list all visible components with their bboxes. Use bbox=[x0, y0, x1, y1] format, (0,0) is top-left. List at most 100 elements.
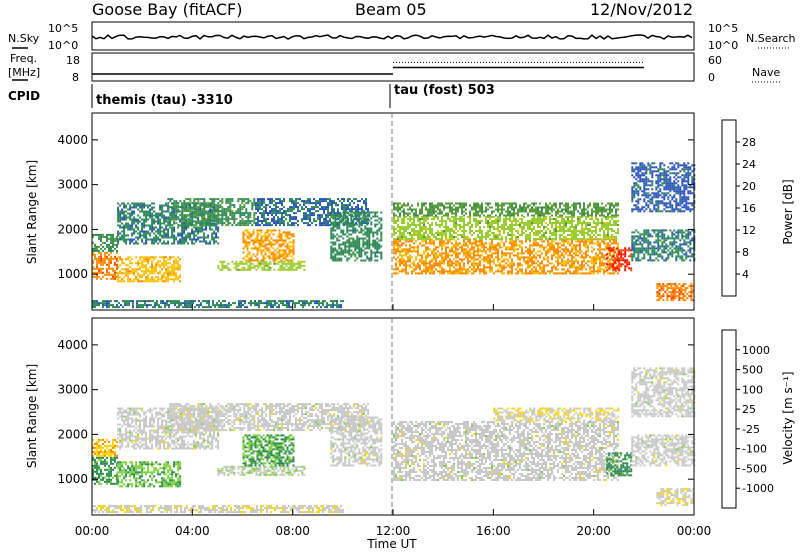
data-cell bbox=[159, 256, 162, 259]
data-cell bbox=[185, 206, 188, 209]
data-cell bbox=[376, 251, 379, 254]
data-cell bbox=[515, 254, 517, 257]
data-cell bbox=[525, 260, 527, 263]
data-cell bbox=[511, 244, 513, 247]
data-cell bbox=[349, 204, 351, 207]
data-cell bbox=[334, 223, 337, 226]
data-cell bbox=[110, 267, 112, 270]
data-cell bbox=[431, 224, 433, 226]
data-cell bbox=[611, 242, 613, 245]
data-cell bbox=[167, 240, 170, 243]
data-cell bbox=[189, 204, 192, 207]
data-cell bbox=[267, 262, 270, 265]
data-cell bbox=[601, 268, 603, 271]
data-cell bbox=[233, 206, 236, 209]
data-cell bbox=[268, 257, 271, 260]
data-cell bbox=[378, 227, 381, 230]
data-cell bbox=[348, 225, 351, 228]
data-cell bbox=[307, 198, 309, 201]
data-cell bbox=[399, 260, 401, 263]
data-cell bbox=[601, 238, 603, 241]
data-cell bbox=[531, 222, 533, 224]
data-cell bbox=[405, 268, 407, 271]
data-cell bbox=[372, 241, 375, 244]
data-cell bbox=[183, 226, 186, 229]
data-cell bbox=[429, 260, 431, 263]
data-cell bbox=[203, 200, 206, 203]
data-cell bbox=[575, 226, 577, 228]
data-cell bbox=[102, 267, 104, 270]
data-cell bbox=[133, 212, 136, 215]
data-cell bbox=[181, 226, 184, 229]
data-cell bbox=[299, 260, 302, 263]
data-cell bbox=[573, 272, 575, 275]
data-cell bbox=[589, 272, 591, 275]
data-cell bbox=[541, 246, 543, 249]
data-cell bbox=[288, 249, 291, 252]
data-cell bbox=[539, 266, 541, 269]
data-cell bbox=[613, 272, 615, 275]
data-cell bbox=[147, 218, 150, 221]
data-cell bbox=[127, 258, 130, 261]
data-cell bbox=[157, 262, 160, 265]
data-cell bbox=[591, 236, 593, 238]
data-cell bbox=[525, 238, 527, 240]
data-cell bbox=[303, 208, 305, 211]
data-cell bbox=[344, 215, 347, 218]
data-cell bbox=[443, 206, 445, 209]
data-cell bbox=[481, 270, 483, 273]
data-cell bbox=[433, 264, 435, 267]
data-cell bbox=[151, 260, 154, 263]
data-cell bbox=[100, 255, 102, 258]
data-cell bbox=[443, 226, 445, 228]
data-cell bbox=[581, 254, 583, 257]
data-cell bbox=[187, 202, 190, 205]
data-cell bbox=[167, 216, 170, 219]
data-cell bbox=[403, 264, 405, 267]
data-cell bbox=[249, 268, 252, 271]
data-cell bbox=[116, 265, 118, 268]
data-cell bbox=[286, 255, 289, 258]
data-cell bbox=[603, 222, 605, 224]
data-cell bbox=[116, 249, 118, 252]
data-cell bbox=[281, 264, 284, 267]
data-cell bbox=[343, 208, 345, 211]
data-cell bbox=[423, 218, 425, 220]
data-cell bbox=[395, 240, 397, 243]
data-cell bbox=[354, 245, 357, 248]
data-cell bbox=[173, 264, 176, 267]
data-cell bbox=[437, 212, 439, 215]
data-cell bbox=[271, 214, 273, 217]
data-cell bbox=[411, 208, 413, 211]
data-cell bbox=[183, 216, 186, 219]
data-cell bbox=[497, 222, 499, 224]
data-cell bbox=[417, 230, 419, 232]
data-cell bbox=[445, 230, 447, 232]
data-cell bbox=[427, 242, 429, 245]
data-cell bbox=[313, 208, 315, 211]
data-cell bbox=[221, 266, 224, 269]
data-cell bbox=[185, 234, 188, 237]
data-cell bbox=[203, 220, 206, 223]
data-cell bbox=[557, 230, 559, 232]
data-cell bbox=[259, 206, 261, 209]
data-cell bbox=[173, 242, 176, 245]
data-cell bbox=[151, 238, 154, 241]
data-cell bbox=[541, 260, 543, 263]
data-cell bbox=[261, 216, 263, 219]
data-cell bbox=[104, 257, 106, 260]
data-cell bbox=[257, 260, 260, 263]
data-cell bbox=[411, 256, 413, 259]
data-cell bbox=[366, 221, 369, 224]
data-cell bbox=[98, 235, 100, 238]
data-cell bbox=[280, 253, 283, 256]
data-cell bbox=[589, 242, 591, 245]
data-cell bbox=[393, 218, 395, 220]
data-cell bbox=[551, 242, 553, 245]
data-cell bbox=[277, 220, 279, 223]
data-cell bbox=[453, 218, 455, 220]
data-cell bbox=[364, 219, 367, 222]
data-cell bbox=[219, 268, 222, 271]
data-cell bbox=[177, 268, 180, 271]
data-cell bbox=[425, 236, 427, 238]
